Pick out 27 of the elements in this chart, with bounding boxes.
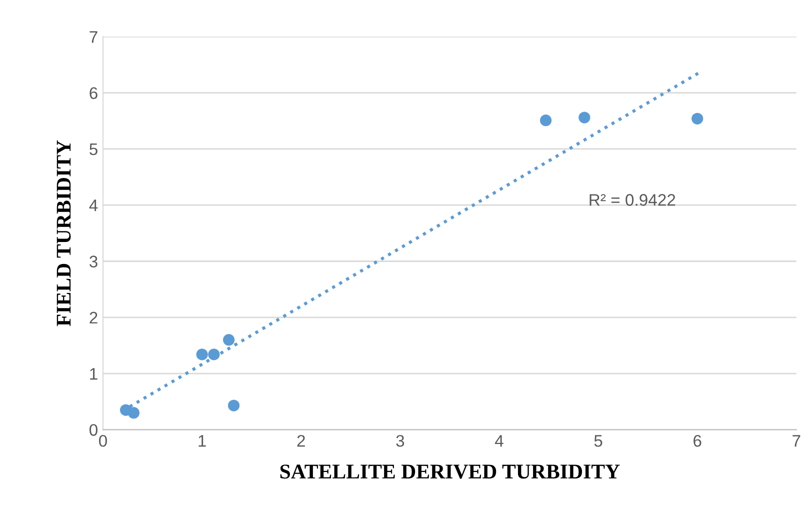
y-tick-label: 1 — [90, 368, 98, 380]
y-tick-label: 4 — [89, 200, 98, 212]
point — [222, 334, 235, 346]
x-tick-label: 7 — [792, 435, 800, 447]
y-tick-label: 0 — [90, 424, 98, 436]
x-tick-label: 1 — [198, 435, 206, 447]
x-tick-label: 2 — [297, 434, 305, 447]
y-tick-label: 5 — [90, 144, 98, 156]
point — [692, 112, 704, 124]
x-tick-label: 5 — [594, 435, 602, 447]
point — [540, 114, 552, 126]
annotation: R² = 0.9422 — [590, 194, 676, 206]
x-axis-title: SATELLITE DERIVED TURBIDITY — [280, 464, 620, 479]
x-tick-label: 0 — [99, 434, 107, 447]
point — [578, 112, 590, 124]
y-tick-label: 7 — [90, 31, 98, 43]
point — [228, 400, 240, 412]
x-tick-label: 3 — [396, 434, 404, 447]
x-tick-label: 6 — [694, 434, 702, 447]
y-tick-label: 3 — [90, 256, 98, 268]
y-axis-title: FIELD TURBIDITY — [56, 140, 71, 326]
y-tick-label: 2 — [90, 312, 98, 324]
point — [128, 407, 140, 419]
point — [208, 348, 220, 360]
y-tick-label: 6 — [90, 87, 98, 100]
point — [196, 348, 208, 360]
x-tick-label: 4 — [494, 435, 504, 447]
